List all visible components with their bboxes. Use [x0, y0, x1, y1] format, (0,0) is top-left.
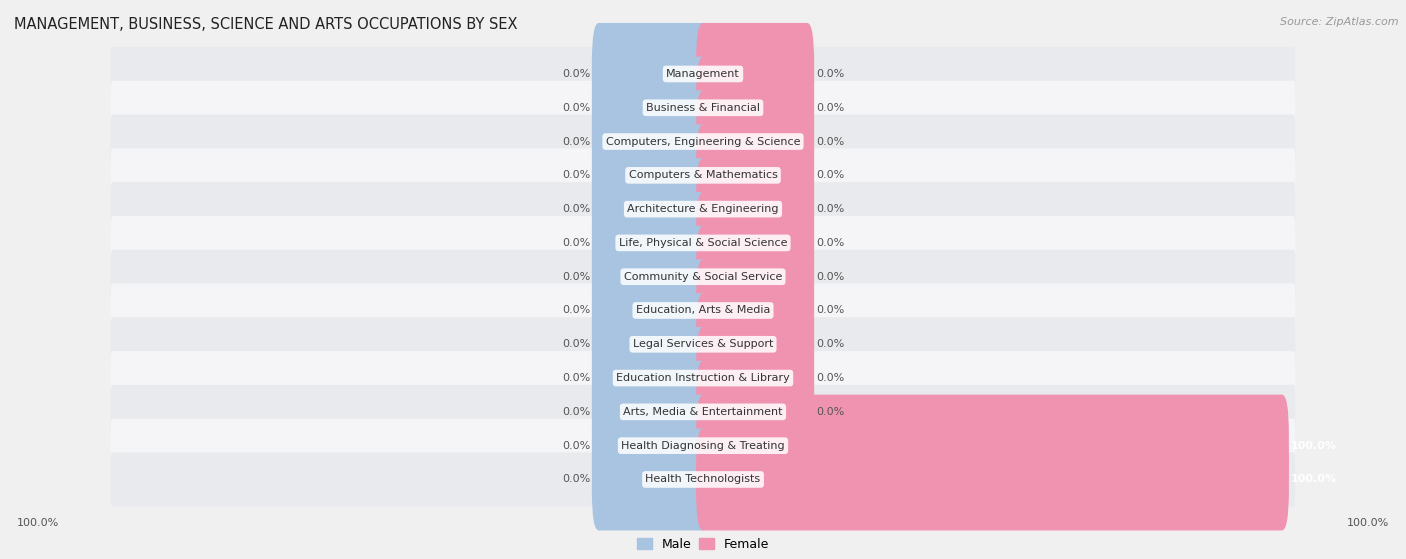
- Text: Business & Financial: Business & Financial: [645, 103, 761, 113]
- FancyBboxPatch shape: [592, 327, 710, 429]
- FancyBboxPatch shape: [696, 293, 814, 395]
- FancyBboxPatch shape: [696, 56, 814, 159]
- Text: 0.0%: 0.0%: [562, 103, 591, 113]
- Text: 0.0%: 0.0%: [562, 373, 591, 383]
- Text: 0.0%: 0.0%: [562, 440, 591, 451]
- FancyBboxPatch shape: [592, 158, 710, 260]
- Text: 0.0%: 0.0%: [815, 238, 844, 248]
- Text: Source: ZipAtlas.com: Source: ZipAtlas.com: [1281, 17, 1399, 27]
- FancyBboxPatch shape: [111, 216, 1295, 270]
- Text: 100.0%: 100.0%: [1291, 475, 1337, 485]
- Text: 0.0%: 0.0%: [815, 339, 844, 349]
- FancyBboxPatch shape: [696, 23, 814, 125]
- Text: 100.0%: 100.0%: [1347, 518, 1389, 528]
- Text: 0.0%: 0.0%: [815, 373, 844, 383]
- FancyBboxPatch shape: [696, 192, 814, 294]
- Text: 0.0%: 0.0%: [562, 475, 591, 485]
- Text: Computers & Mathematics: Computers & Mathematics: [628, 170, 778, 181]
- FancyBboxPatch shape: [592, 361, 710, 463]
- Text: 0.0%: 0.0%: [815, 272, 844, 282]
- FancyBboxPatch shape: [592, 395, 710, 497]
- FancyBboxPatch shape: [592, 124, 710, 226]
- Text: Legal Services & Support: Legal Services & Support: [633, 339, 773, 349]
- Text: 100.0%: 100.0%: [17, 518, 59, 528]
- Text: 0.0%: 0.0%: [815, 69, 844, 79]
- Text: 0.0%: 0.0%: [562, 204, 591, 214]
- FancyBboxPatch shape: [111, 148, 1295, 202]
- FancyBboxPatch shape: [111, 115, 1295, 169]
- Text: Arts, Media & Entertainment: Arts, Media & Entertainment: [623, 407, 783, 417]
- FancyBboxPatch shape: [111, 351, 1295, 405]
- FancyBboxPatch shape: [592, 428, 710, 530]
- Text: 0.0%: 0.0%: [562, 339, 591, 349]
- Text: 0.0%: 0.0%: [562, 69, 591, 79]
- FancyBboxPatch shape: [592, 293, 710, 395]
- Text: 0.0%: 0.0%: [562, 272, 591, 282]
- FancyBboxPatch shape: [696, 428, 1289, 530]
- FancyBboxPatch shape: [592, 56, 710, 159]
- Text: 100.0%: 100.0%: [1291, 440, 1337, 451]
- Text: 0.0%: 0.0%: [815, 306, 844, 315]
- Text: Education, Arts & Media: Education, Arts & Media: [636, 306, 770, 315]
- Text: MANAGEMENT, BUSINESS, SCIENCE AND ARTS OCCUPATIONS BY SEX: MANAGEMENT, BUSINESS, SCIENCE AND ARTS O…: [14, 17, 517, 32]
- FancyBboxPatch shape: [696, 124, 814, 226]
- Text: 0.0%: 0.0%: [815, 407, 844, 417]
- Legend: Male, Female: Male, Female: [631, 533, 775, 556]
- Text: 0.0%: 0.0%: [815, 204, 844, 214]
- FancyBboxPatch shape: [111, 250, 1295, 304]
- FancyBboxPatch shape: [111, 419, 1295, 473]
- FancyBboxPatch shape: [592, 192, 710, 294]
- Text: Education Instruction & Library: Education Instruction & Library: [616, 373, 790, 383]
- FancyBboxPatch shape: [592, 23, 710, 125]
- FancyBboxPatch shape: [696, 361, 814, 463]
- Text: Community & Social Service: Community & Social Service: [624, 272, 782, 282]
- Text: Architecture & Engineering: Architecture & Engineering: [627, 204, 779, 214]
- FancyBboxPatch shape: [111, 182, 1295, 236]
- Text: 0.0%: 0.0%: [815, 103, 844, 113]
- Text: 0.0%: 0.0%: [562, 407, 591, 417]
- FancyBboxPatch shape: [696, 226, 814, 328]
- Text: Health Technologists: Health Technologists: [645, 475, 761, 485]
- Text: 0.0%: 0.0%: [562, 306, 591, 315]
- FancyBboxPatch shape: [696, 395, 1289, 497]
- FancyBboxPatch shape: [111, 47, 1295, 101]
- Text: 0.0%: 0.0%: [815, 136, 844, 146]
- Text: 0.0%: 0.0%: [562, 170, 591, 181]
- FancyBboxPatch shape: [111, 385, 1295, 439]
- FancyBboxPatch shape: [111, 80, 1295, 135]
- Text: 0.0%: 0.0%: [562, 136, 591, 146]
- FancyBboxPatch shape: [696, 259, 814, 362]
- FancyBboxPatch shape: [696, 91, 814, 192]
- Text: 0.0%: 0.0%: [815, 170, 844, 181]
- Text: 0.0%: 0.0%: [562, 238, 591, 248]
- Text: Management: Management: [666, 69, 740, 79]
- Text: Computers, Engineering & Science: Computers, Engineering & Science: [606, 136, 800, 146]
- FancyBboxPatch shape: [592, 91, 710, 192]
- FancyBboxPatch shape: [111, 452, 1295, 506]
- FancyBboxPatch shape: [111, 283, 1295, 338]
- Text: Life, Physical & Social Science: Life, Physical & Social Science: [619, 238, 787, 248]
- FancyBboxPatch shape: [696, 327, 814, 429]
- FancyBboxPatch shape: [696, 158, 814, 260]
- FancyBboxPatch shape: [592, 259, 710, 362]
- FancyBboxPatch shape: [592, 226, 710, 328]
- Text: Health Diagnosing & Treating: Health Diagnosing & Treating: [621, 440, 785, 451]
- FancyBboxPatch shape: [111, 318, 1295, 371]
